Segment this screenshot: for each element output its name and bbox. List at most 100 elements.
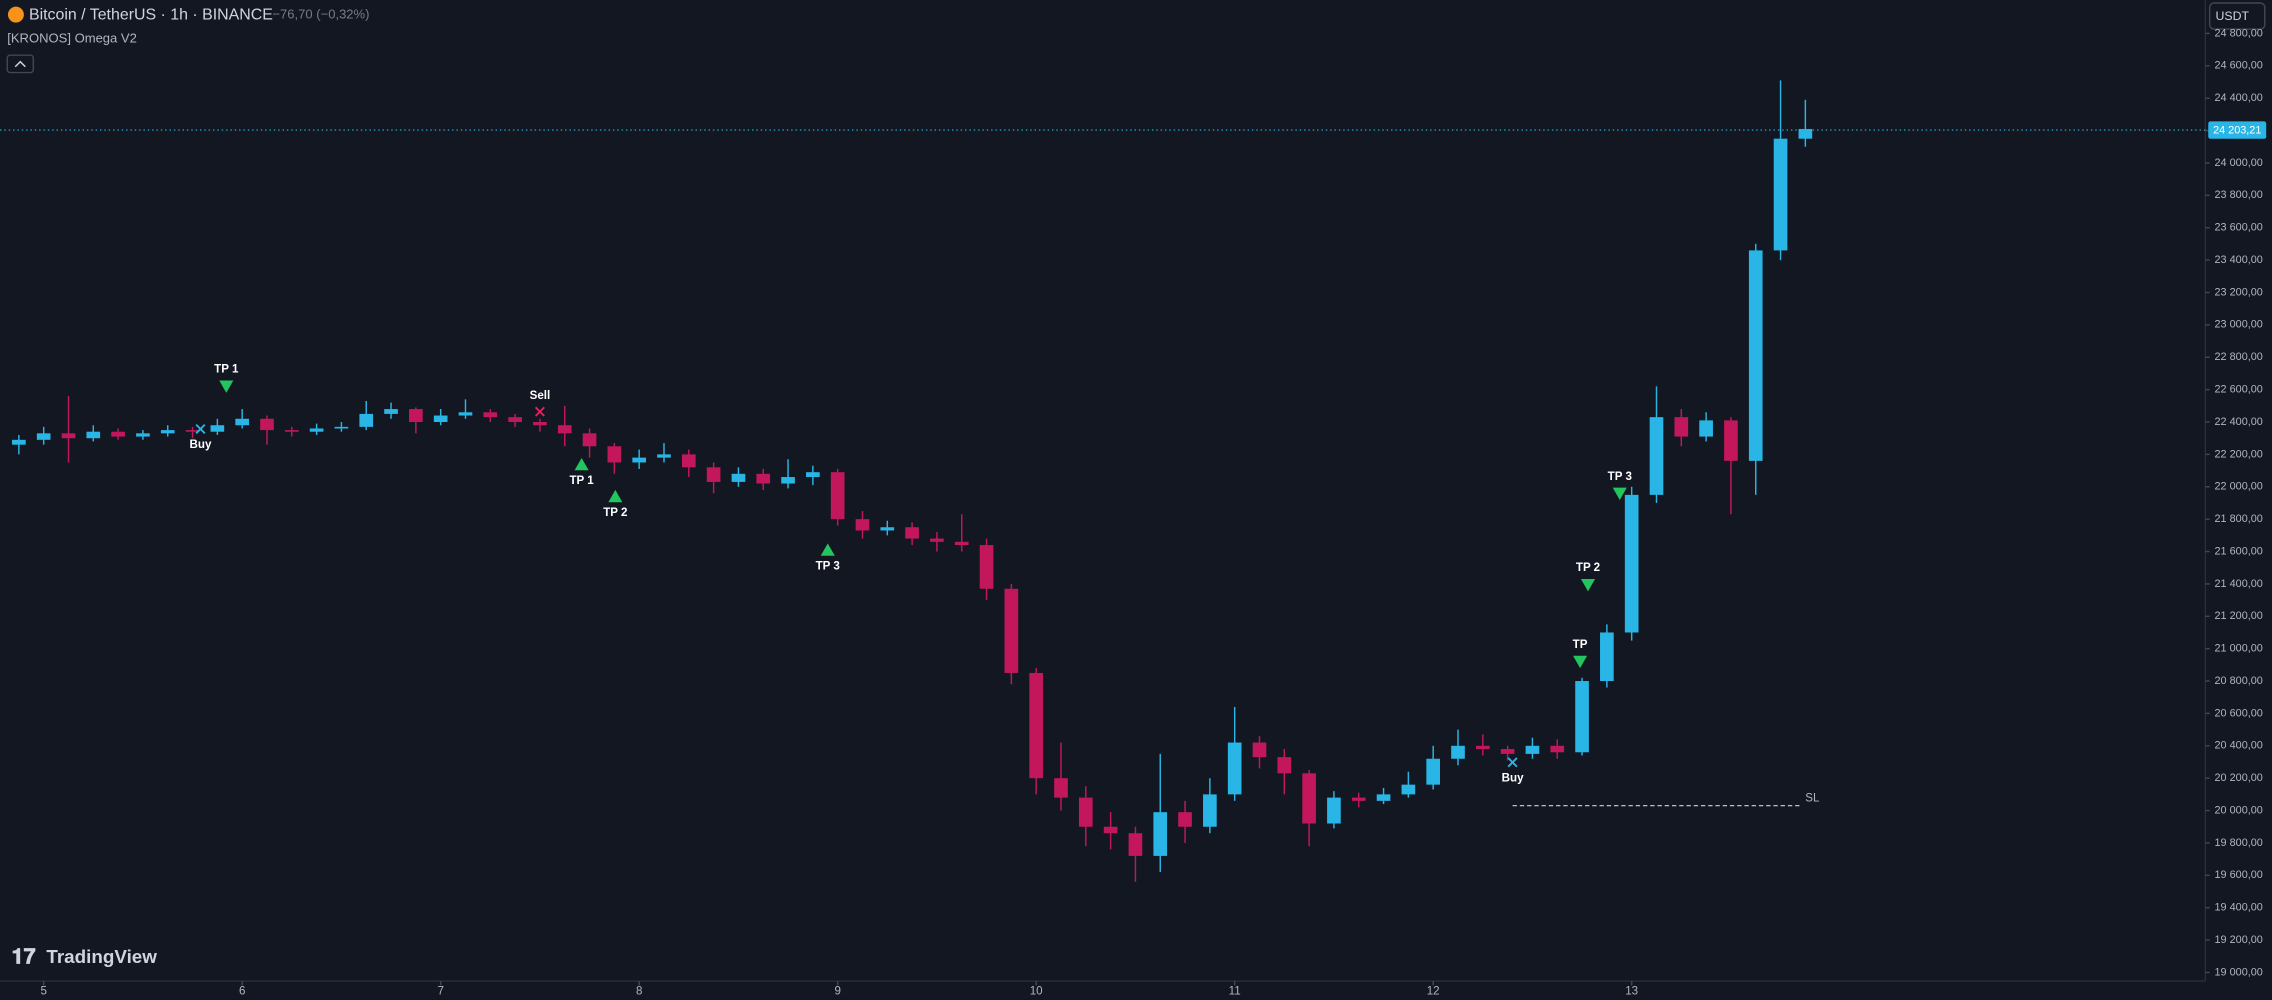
y-tick-label: 22 600,00 [2215, 384, 2263, 396]
candle-body [1550, 745, 1565, 753]
brand: TradingView [46, 946, 157, 967]
candle-body [657, 454, 671, 458]
signal-marker [1507, 757, 1518, 768]
signal-marker [608, 489, 623, 503]
signal-label: TP 2 [603, 507, 627, 519]
plot: 19 000,00 19 200,00 19 400,00 19 600,00 19 8… [0, 27, 2267, 997]
candle-body [1351, 797, 1366, 801]
candle-body [1798, 128, 1813, 139]
x-tick-label: 11 [1229, 985, 1241, 997]
candle-body [1451, 745, 1465, 759]
y-tick-label: 23 400,00 [2215, 254, 2263, 266]
candle-body [409, 409, 423, 423]
y-tick-label: 24 000,00 [2215, 157, 2263, 169]
candle-body [1699, 420, 1713, 437]
candle-body [1227, 742, 1242, 795]
collapse-button[interactable] [6, 54, 35, 74]
y-tick-label: 21 000,00 [2215, 643, 2263, 655]
candle-body [954, 541, 969, 546]
candle-body [756, 473, 771, 484]
candle-body [806, 472, 820, 478]
candle-body [458, 412, 473, 416]
y-tick-label: 23 200,00 [2215, 286, 2263, 298]
stop-loss-label: SL [1805, 793, 1820, 805]
candle-body [136, 433, 150, 437]
x-tick-label: 13 [1625, 985, 1638, 997]
x-tick-label: 10 [1030, 985, 1043, 997]
last-price-tag [2208, 121, 2267, 139]
signal-label: TP 1 [569, 475, 594, 487]
signal-label: TP [1573, 639, 1588, 651]
y-tick-label: 22 000,00 [2215, 481, 2263, 493]
y-tick-label: 19 800,00 [2215, 837, 2263, 849]
candle-body [1153, 812, 1168, 856]
x-tick-label: 8 [636, 985, 642, 997]
candle-body [979, 545, 994, 589]
y-tick-label: 23 600,00 [2215, 222, 2263, 234]
candle-body [1624, 494, 1639, 633]
signal-label: TP 3 [816, 561, 841, 573]
candle-body [1178, 812, 1192, 827]
indicator-name: [KRONOS] Omega V2 [7, 31, 137, 46]
y-tick-label: 22 200,00 [2215, 448, 2263, 460]
candle-body [781, 477, 795, 484]
signal-label: Sell [530, 390, 551, 402]
candle-body [1401, 784, 1416, 795]
candle-body [1649, 417, 1664, 495]
candle-body [1054, 778, 1068, 798]
y-tick-label: 23 800,00 [2215, 189, 2263, 201]
candle-body [632, 457, 646, 463]
candle-body [1004, 588, 1019, 673]
candle-body [905, 527, 919, 539]
candle-body [1376, 794, 1391, 801]
candle-body [1203, 794, 1217, 827]
candle-body [160, 430, 175, 434]
currency: USDT [2215, 9, 2249, 23]
x-tick-label: 6 [239, 985, 245, 997]
candle-body [1748, 250, 1763, 461]
signal-marker [1573, 655, 1588, 669]
y-tick-label: 19 600,00 [2215, 869, 2263, 881]
y-tick-label: 20 400,00 [2215, 740, 2263, 752]
y-tick-label: 20 800,00 [2215, 675, 2263, 687]
candle-body [12, 439, 26, 445]
signal-marker [1580, 578, 1596, 592]
y-tick-label: 21 600,00 [2215, 545, 2263, 557]
candle-body [61, 433, 76, 439]
candle-body [483, 412, 498, 418]
currency-button[interactable] [2208, 2, 2266, 30]
brand-logo: 𝟏𝟕 [12, 944, 37, 969]
candle-body [533, 422, 547, 426]
candle-body [1252, 742, 1267, 758]
signal-marker [534, 406, 545, 417]
candle-body [384, 409, 398, 414]
candle-body [1575, 681, 1589, 753]
candle-body [1029, 672, 1043, 779]
signal-label: TP 2 [1576, 562, 1600, 574]
signal-marker [820, 543, 835, 556]
signal-marker [195, 423, 206, 434]
candle-body [1475, 745, 1490, 750]
y-tick-label: 22 800,00 [2215, 351, 2263, 363]
candle-body [1078, 797, 1093, 827]
candle-body [284, 430, 299, 432]
candle-body [1724, 420, 1738, 461]
y-tick-label: 20 200,00 [2215, 772, 2263, 784]
candle-body [36, 433, 51, 440]
candle-body [260, 418, 274, 431]
y-tick-label: 21 800,00 [2215, 513, 2263, 525]
y-tick-label: 22 400,00 [2215, 416, 2263, 428]
x-tick-label: 7 [437, 985, 443, 997]
y-tick-label: 19 000,00 [2215, 966, 2263, 978]
candle-body [1600, 632, 1614, 682]
candle-body [731, 473, 746, 482]
candle-body [855, 519, 870, 531]
y-tick-label: 24 400,00 [2215, 92, 2263, 104]
candle-body [235, 418, 249, 426]
candle-body [334, 426, 349, 429]
y-tick-label: 20 000,00 [2215, 804, 2263, 816]
candle-body [1525, 745, 1540, 754]
y-tick-label: 21 400,00 [2215, 578, 2263, 590]
